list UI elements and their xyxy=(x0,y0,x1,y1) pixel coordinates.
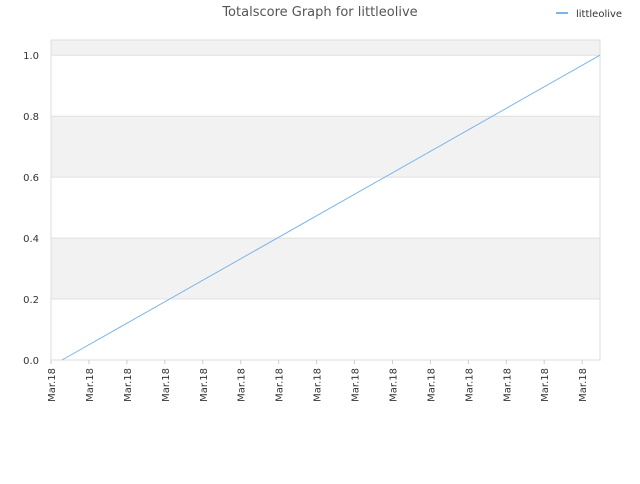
x-tick-label: Mar.18 xyxy=(464,368,475,402)
x-tick-label: Mar.18 xyxy=(85,368,96,402)
y-tick-label: 0.4 xyxy=(23,234,39,245)
y-tick-label: 0.0 xyxy=(23,356,39,367)
x-tick-label: Mar.18 xyxy=(47,368,58,402)
x-tick-label: Mar.18 xyxy=(540,368,551,402)
x-tick-label: Mar.18 xyxy=(313,368,324,402)
x-tick-label: Mar.18 xyxy=(578,368,589,402)
chart-title: Totalscore Graph for littleolive xyxy=(221,5,417,20)
y-tick-label: 1.0 xyxy=(23,51,39,62)
y-tick-label: 0.8 xyxy=(23,112,39,123)
grid-band xyxy=(51,238,600,300)
x-tick-label: Mar.18 xyxy=(426,368,437,402)
x-tick-label: Mar.18 xyxy=(123,368,134,402)
x-tick-label: Mar.18 xyxy=(351,368,362,402)
x-tick-label: Mar.18 xyxy=(388,368,399,402)
series-line xyxy=(61,54,601,361)
y-tick-label: 0.2 xyxy=(23,295,39,306)
x-tick-label: Mar.18 xyxy=(161,368,172,402)
plot-border xyxy=(50,39,601,361)
x-tick-label: Mar.18 xyxy=(502,368,513,402)
plot-background xyxy=(51,40,600,360)
legend-label: littleolive xyxy=(576,9,622,20)
y-tick-label: 0.6 xyxy=(23,173,39,184)
x-tick-label: Mar.18 xyxy=(275,368,286,402)
x-tick-label: Mar.18 xyxy=(199,368,210,402)
grid-band xyxy=(51,116,600,178)
grid-band xyxy=(51,40,600,56)
x-tick-label: Mar.18 xyxy=(237,368,248,402)
